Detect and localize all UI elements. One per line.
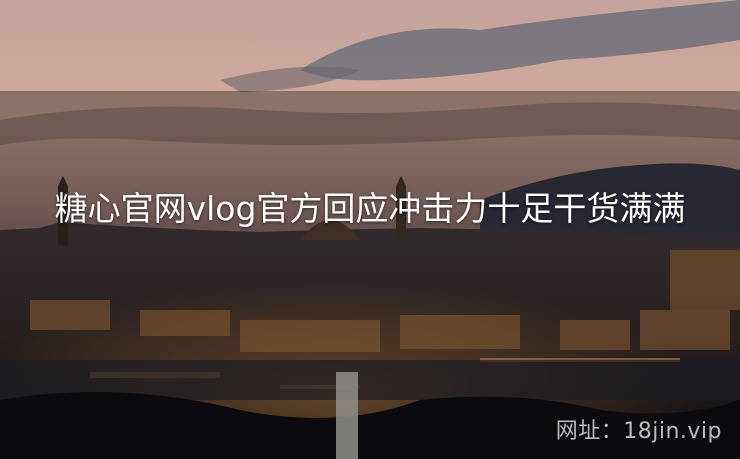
article-title: 糖心官网vlog官方回应冲击力十足干货满满 bbox=[54, 189, 686, 228]
image-dim-overlay bbox=[0, 91, 740, 459]
site-watermark: 网址：18jin.vip bbox=[555, 419, 722, 444]
